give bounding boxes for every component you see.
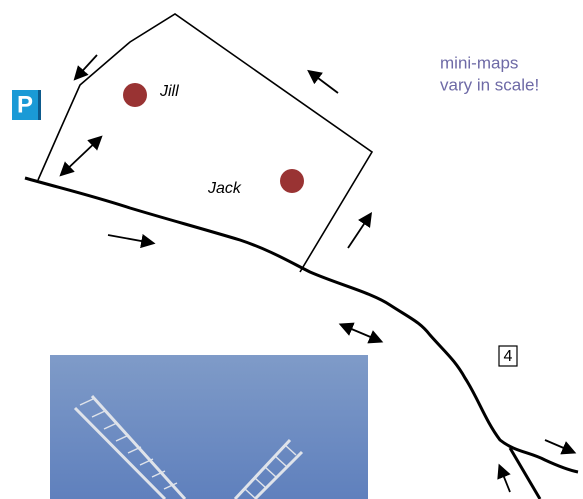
person-label: Jack <box>207 180 242 197</box>
photo <box>50 355 368 499</box>
person-label: Jill <box>159 83 179 100</box>
zone-outline <box>38 14 372 272</box>
parking-sign-edge <box>38 90 41 120</box>
map: Jill Jack mini-maps vary in scale! P 4 <box>0 0 583 499</box>
person-dot <box>280 169 304 193</box>
parking-label: P <box>17 91 33 118</box>
person-dot <box>123 83 147 107</box>
note-line: vary in scale! <box>440 75 539 94</box>
marker-label: 4 <box>504 348 513 365</box>
note-line: mini-maps <box>440 53 518 72</box>
